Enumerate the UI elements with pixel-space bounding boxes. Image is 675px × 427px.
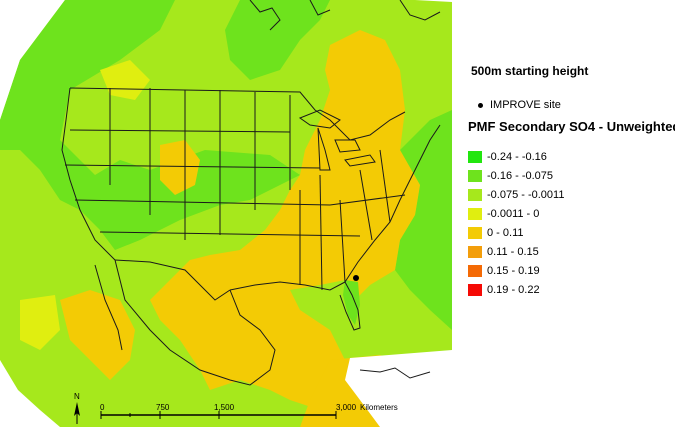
legend-item: -0.24 - -0.16 (468, 147, 564, 166)
map-panel: N (0, 0, 452, 427)
region-near-zero-2 (100, 60, 150, 100)
legend-panel: 500m starting height IMPROVE site PMF Se… (452, 0, 675, 427)
region-positive-yellow-mexico (60, 290, 135, 380)
region-positive-yellow (150, 30, 420, 410)
legend-item-label: 0.15 - 0.19 (487, 264, 540, 277)
region-positive-yellow-west (160, 140, 200, 195)
legend-items: -0.24 - -0.16 -0.16 - -0.075 -0.075 - -0… (468, 147, 564, 299)
region-caribbean-white (345, 350, 452, 427)
region-florida-green (343, 280, 360, 325)
legend-item: -0.075 - -0.0011 (468, 185, 564, 204)
legend-swatch (468, 283, 482, 296)
legend-title: PMF Secondary SO4 - Unweighted (468, 119, 675, 134)
legend-swatch (468, 188, 482, 201)
legend-swatch (468, 169, 482, 182)
north-label: N (74, 392, 80, 401)
legend-item: 0.15 - 0.19 (468, 261, 564, 280)
improve-site-marker (353, 275, 359, 281)
scale-bar: 0 750 1,500 3,000 Kilometers (100, 403, 398, 419)
scale-unit-label: Kilometers (360, 403, 398, 412)
legend-item-label: -0.16 - -0.075 (487, 169, 554, 182)
legend-item-label: 0 - 0.11 (487, 226, 524, 239)
legend-item-label: 0.19 - 0.22 (487, 283, 540, 296)
arctic-islands (249, 0, 441, 31)
legend-swatch (468, 264, 482, 277)
scale-tick-label: 1,500 (214, 403, 235, 412)
legend-swatch (468, 245, 482, 258)
boundary-lines (61, 87, 441, 386)
legend-item: 0.11 - 0.15 (468, 242, 564, 261)
legend-item-label: -0.0011 - 0 (487, 207, 540, 220)
legend-item-label: 0.11 - 0.15 (487, 245, 539, 258)
legend-item: 0 - 0.11 (468, 223, 564, 242)
region-darker-green (0, 0, 300, 250)
region-near-zero (20, 295, 60, 350)
legend-item: -0.0011 - 0 (468, 204, 564, 223)
legend-site-label: IMPROVE site (490, 99, 561, 111)
legend-swatch (468, 207, 482, 220)
legend-swatch (468, 150, 482, 163)
site-dot-icon (478, 102, 483, 108)
map-canvas: N (0, 0, 452, 427)
legend-swatch (468, 226, 482, 239)
legend-item: -0.16 - -0.075 (468, 166, 564, 185)
scale-tick-label: 3,000 (336, 403, 357, 412)
north-arrow-icon: N (74, 392, 80, 424)
subtitle: 500m starting height (471, 64, 589, 78)
legend-site-row: IMPROVE site (478, 99, 561, 111)
legend-item-label: -0.24 - -0.16 (487, 150, 547, 163)
legend-item: 0.19 - 0.22 (468, 280, 564, 299)
legend-item-label: -0.075 - -0.0011 (487, 188, 565, 201)
scale-tick-label: 0 (100, 403, 105, 412)
scale-tick-label: 750 (156, 403, 170, 412)
region-darker-green-east (395, 110, 452, 330)
region-darker-green-north (225, 0, 330, 80)
